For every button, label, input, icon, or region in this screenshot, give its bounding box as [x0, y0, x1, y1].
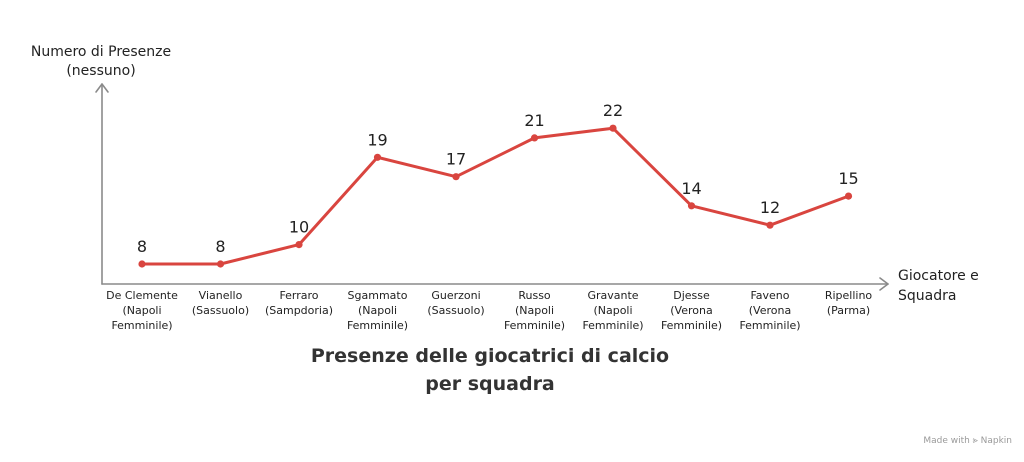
data-point — [216, 260, 225, 268]
x-tick-label: De Clemente (Napoli Femminile) — [106, 289, 178, 332]
x-tick-label: Faveno (Verona Femminile) — [739, 289, 800, 332]
data-label: 8 — [137, 237, 147, 256]
chart-title: Presenze delle giocatrici di calcio per … — [310, 345, 670, 395]
x-tick-label: Vianello (Sassuolo) — [192, 289, 249, 317]
axes — [95, 83, 889, 291]
series-line — [140, 126, 850, 266]
y-axis-title: Numero di Presenze (nessuno) — [31, 44, 171, 79]
x-tick-label: Ferraro (Sampdoria) — [265, 289, 333, 317]
data-label: 17 — [446, 150, 466, 169]
data-label: 19 — [367, 130, 387, 149]
data-label: 8 — [215, 237, 225, 256]
data-point — [766, 221, 774, 229]
data-point — [609, 124, 617, 132]
x-tick-label: Djesse (Verona Femminile) — [661, 289, 722, 332]
data-label: 12 — [760, 198, 780, 217]
data-label: 10 — [289, 218, 309, 237]
x-axis-title: Giocatore e Squadra — [898, 268, 979, 304]
data-point — [295, 241, 303, 249]
x-tick-label: Gravante (Napoli Femminile) — [582, 289, 643, 332]
data-point — [687, 202, 696, 210]
data-label: 21 — [524, 111, 544, 130]
watermark: Made with ⪢ Napkin — [923, 436, 1012, 446]
x-axis-title-text: Giocatore e Squadra — [898, 268, 979, 304]
data-label: 15 — [838, 169, 858, 188]
data-point — [373, 153, 382, 161]
x-tick-label: Sgammato (Napoli Femminile) — [347, 289, 408, 332]
data-point — [138, 260, 146, 268]
x-tick-label: Russo (Napoli Femminile) — [504, 289, 565, 332]
data-label: 22 — [603, 101, 623, 120]
data-point — [452, 173, 460, 181]
y-axis-title-text: Numero di Presenze (nessuno) — [31, 44, 171, 79]
x-tick-label: Guerzoni (Sassuolo) — [427, 289, 484, 317]
data-point — [844, 192, 853, 200]
x-tick-labels: De Clemente (Napoli Femminile) Vianello (Sas… — [106, 289, 872, 332]
data-point — [530, 134, 539, 142]
x-axis-arrow — [879, 277, 889, 291]
plot-area: 8 8 10 19 17 21 22 14 12 15 — [137, 101, 859, 268]
x-tick-label: Ripellino (Parma) — [825, 289, 873, 317]
data-label: 14 — [681, 179, 701, 198]
y-axis-arrow — [95, 83, 109, 93]
